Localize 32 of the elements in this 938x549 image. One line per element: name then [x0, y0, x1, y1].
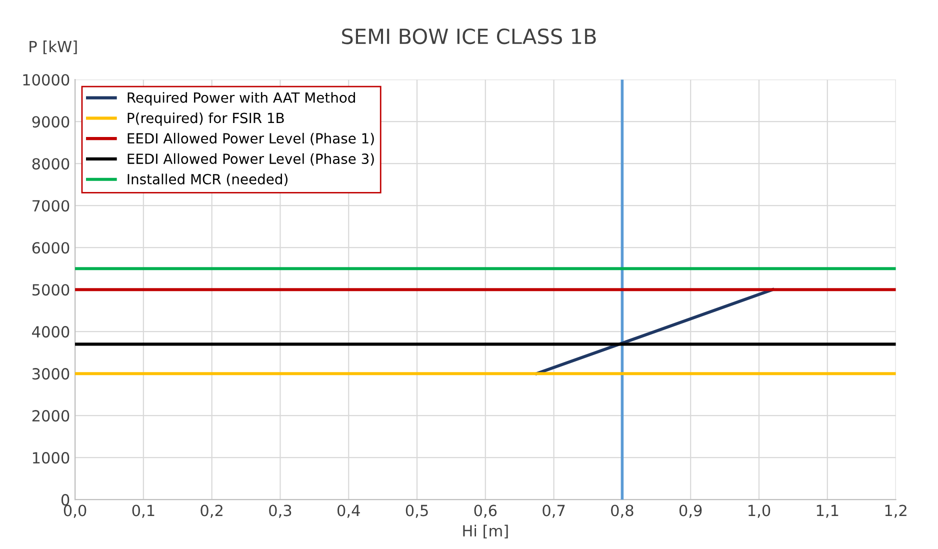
x-tick-label: 1,1 — [816, 504, 838, 518]
legend-label: EEDI Allowed Power Level (Phase 3) — [128, 153, 374, 166]
x-tick-label: 0,9 — [679, 504, 702, 518]
x-tick-label: 0,8 — [611, 504, 634, 518]
y-tick-label: 6000 — [32, 242, 70, 254]
y-axis-title: P [kW] — [30, 40, 77, 54]
x-tick-label: 0,6 — [474, 504, 497, 518]
legend-label: Installed MCR (needed) — [128, 174, 288, 186]
x-tick-label: 0,0 — [64, 504, 86, 518]
y-tick-label: 10000 — [23, 74, 70, 86]
y-tick-label: 8000 — [32, 158, 70, 170]
y-tick-label: 7000 — [32, 200, 70, 212]
chart-title: SEMI BOW ICE CLASS 1B — [342, 28, 596, 44]
x-tick-label: 1,0 — [748, 504, 770, 518]
x-tick-label: 0,7 — [542, 504, 565, 518]
legend-label: EEDI Allowed Power Level (Phase 1) — [128, 132, 374, 146]
y-tick-label: 1000 — [32, 452, 70, 464]
y-tick-label: 9000 — [32, 116, 70, 128]
y-tick-label: 0 — [61, 494, 70, 506]
x-tick-label: 1,2 — [885, 504, 906, 518]
y-tick-label: 5000 — [32, 284, 70, 296]
x-axis-title: Hi [m] — [463, 524, 508, 538]
x-tick-label: 0,5 — [406, 504, 428, 518]
x-tick-label: 0,4 — [337, 504, 360, 518]
x-tick-label: 0,3 — [269, 504, 292, 518]
y-tick-label: 3000 — [32, 368, 70, 380]
legend-label: P(required) for FSIR 1B — [128, 112, 284, 126]
y-tick-label: 2000 — [32, 410, 70, 422]
legend-label: Required Power with AAT Method — [128, 92, 355, 106]
y-tick-label: 4000 — [32, 326, 70, 338]
x-tick-label: 0,1 — [132, 504, 154, 518]
x-tick-label: 0,2 — [200, 504, 222, 518]
